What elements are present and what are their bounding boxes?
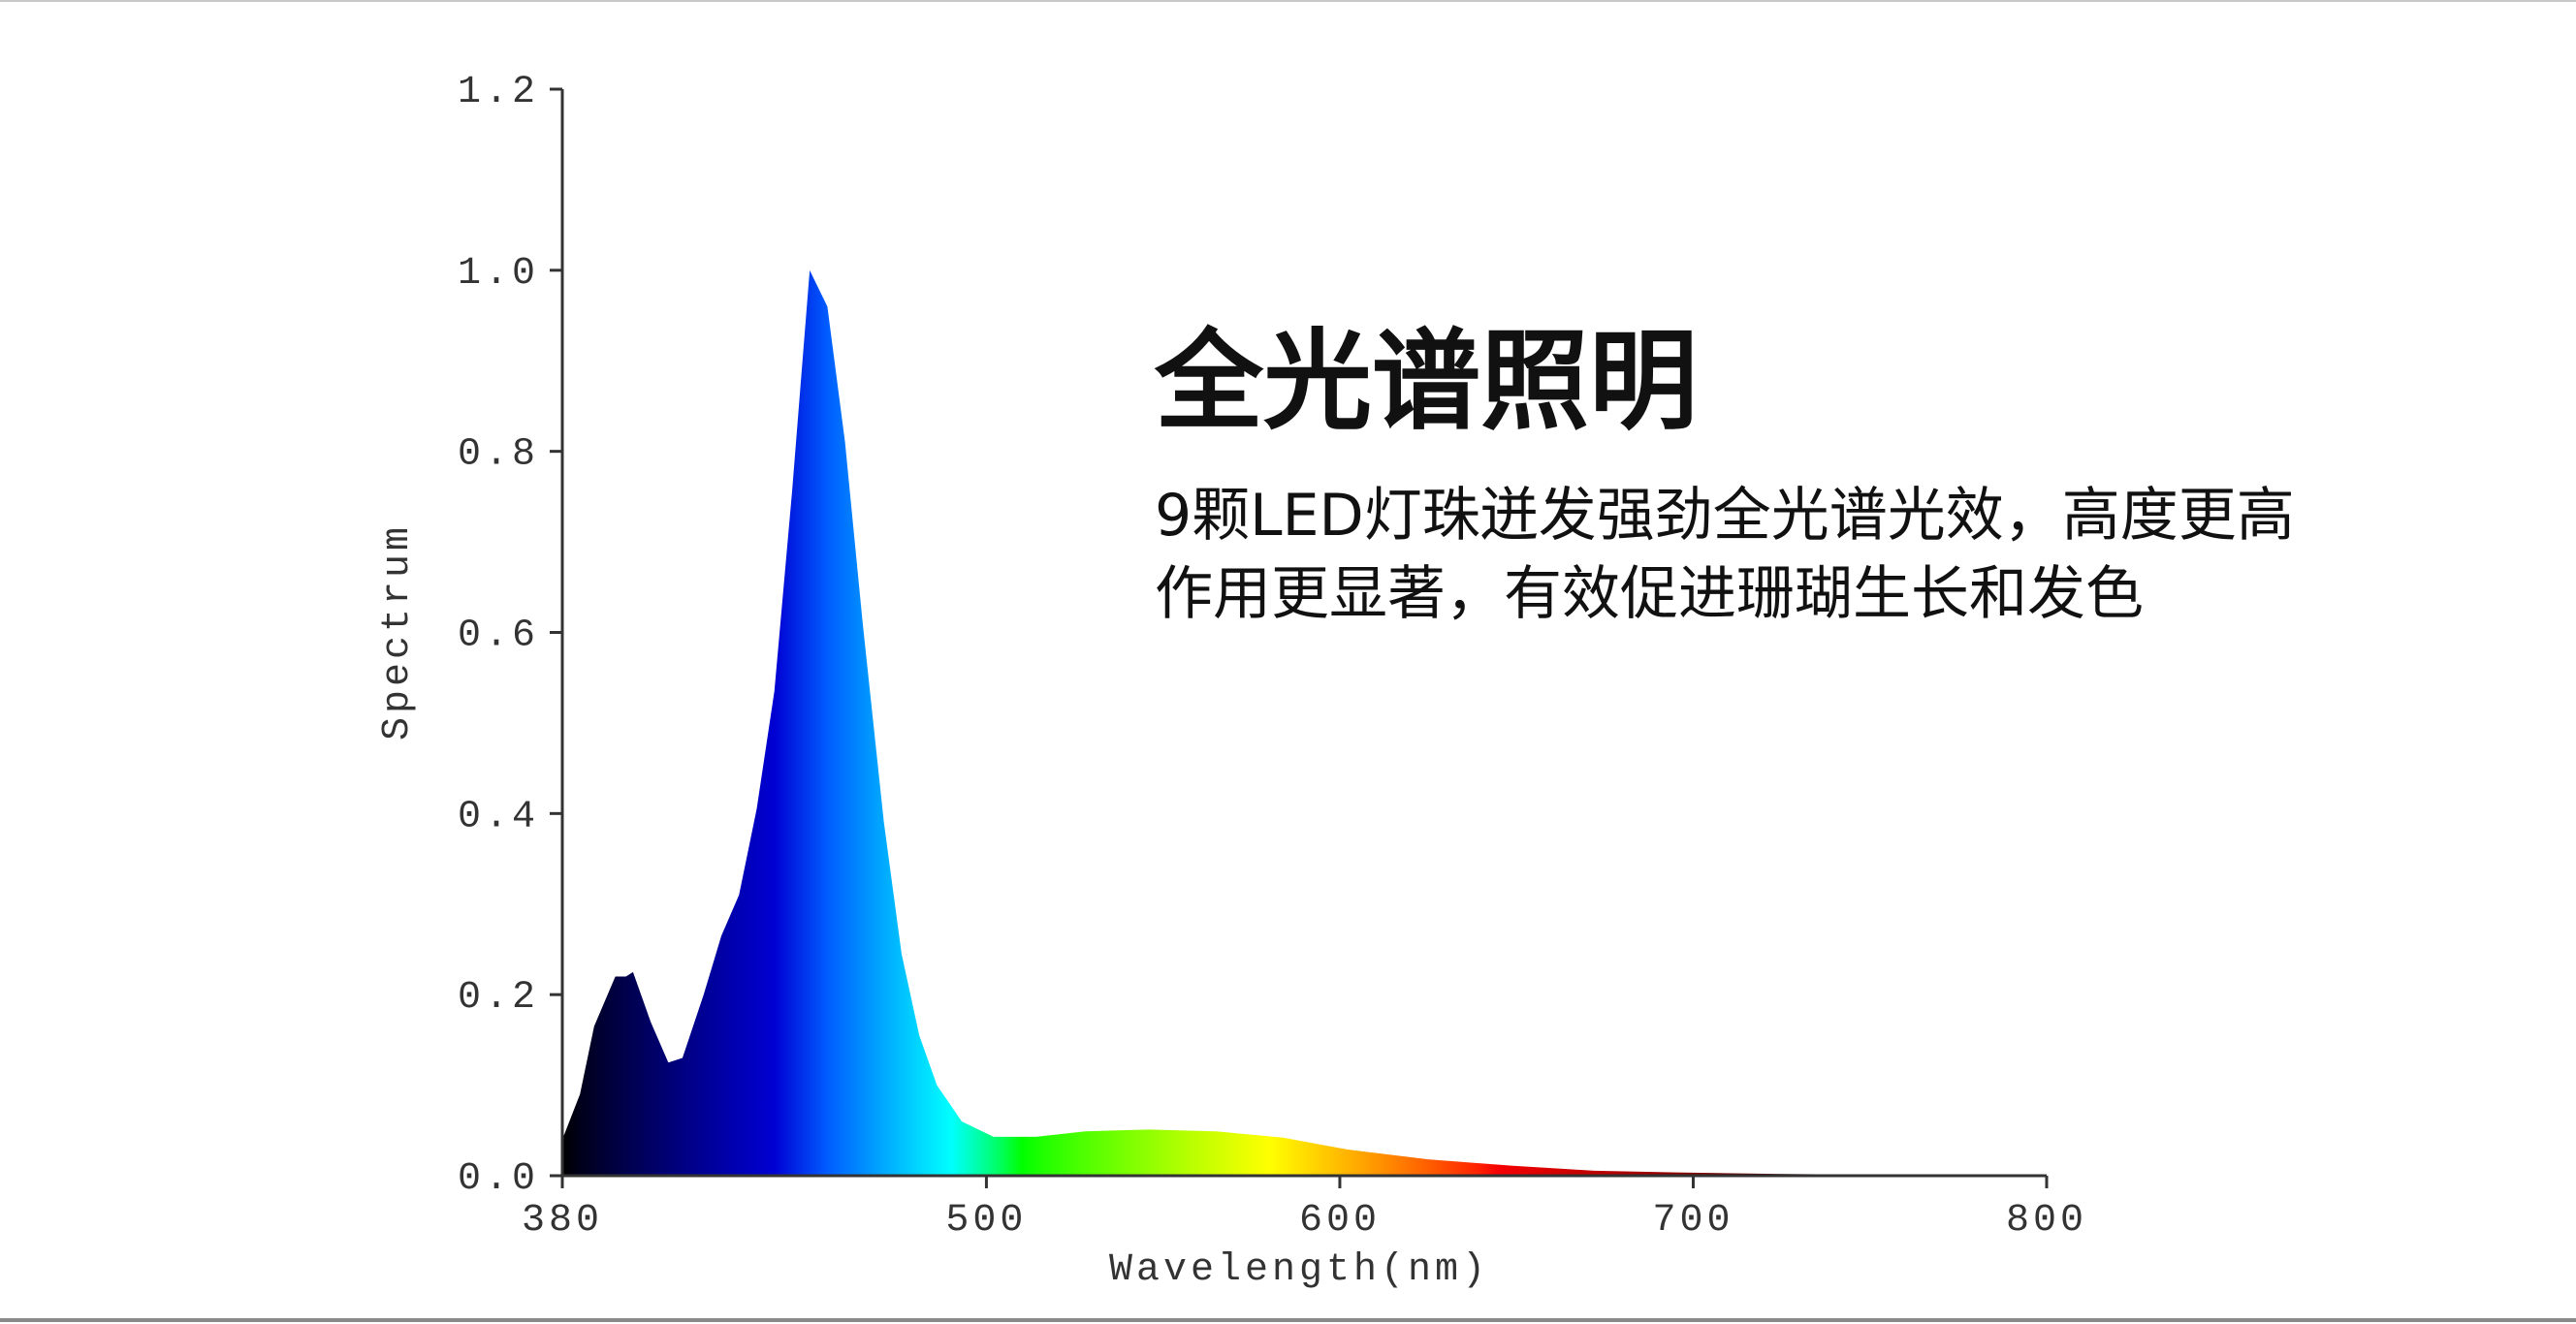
- description-line: 9颗LED灯珠迸发强劲全光谱光效，高度更高: [1155, 482, 2295, 550]
- y-tick-label: 1.0: [458, 252, 539, 296]
- description-line: 作用更显著，有效促进珊瑚生长和发色: [1155, 560, 2144, 628]
- y-tick-label: 0.2: [458, 976, 539, 1020]
- x-tick-label: 500: [945, 1199, 1027, 1243]
- x-tick-label: 380: [522, 1199, 603, 1243]
- x-tick-label: 700: [1652, 1199, 1733, 1243]
- headline: 全光谱照明: [1154, 319, 1698, 445]
- x-axis-label: Wavelength(nm): [1109, 1248, 1489, 1292]
- y-tick-label: 0.6: [458, 615, 539, 658]
- spectrum-area: [562, 269, 2047, 1176]
- x-tick-label: 800: [2006, 1199, 2087, 1243]
- y-tick-label: 1.2: [458, 71, 539, 114]
- y-axis-label: Spectrum: [376, 523, 420, 741]
- y-tick-label: 0.0: [458, 1157, 539, 1201]
- x-tick-label: 600: [1299, 1199, 1381, 1243]
- y-tick-label: 0.8: [458, 433, 539, 477]
- y-tick-label: 0.4: [458, 795, 539, 838]
